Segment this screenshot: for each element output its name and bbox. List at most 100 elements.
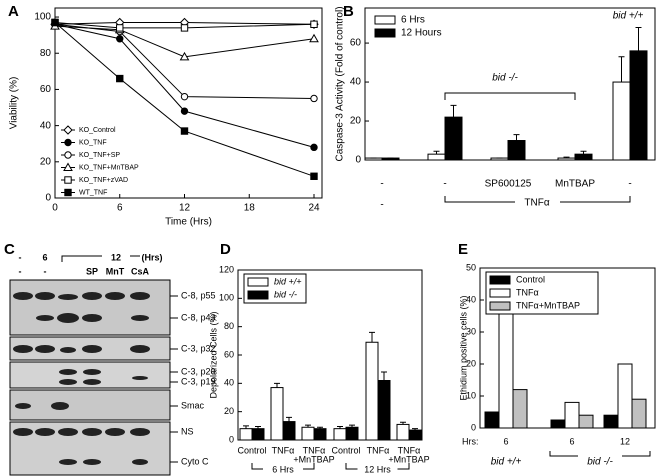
y-axis-label: Viability (%) [9, 77, 20, 130]
legend-label: KO_TNF+zVAD [79, 177, 128, 184]
x-tick-label: MnTBAP [555, 179, 595, 190]
bar [617, 363, 633, 429]
lane-header: - [19, 252, 22, 262]
panel-letter: A [8, 3, 19, 20]
series-line [54, 25, 315, 58]
y-tick-label: 40 [40, 120, 52, 131]
error-bar [317, 426, 323, 429]
data-point [116, 35, 124, 43]
x-tick-label: - [443, 179, 446, 190]
data-point [180, 24, 189, 32]
error-bar [412, 428, 418, 431]
legend-swatch [489, 288, 511, 298]
lane-header: - [44, 266, 47, 276]
lane-header: 6 [42, 252, 47, 262]
legend-label: 6 Hrs [401, 15, 425, 26]
legend-swatch [374, 15, 396, 25]
data-point [180, 92, 189, 101]
x-prefix: Hrs: [462, 436, 479, 446]
error-bar [450, 104, 457, 118]
x-tick-label: SP600125 [485, 179, 532, 190]
legend-label: KO_TNF [79, 139, 107, 146]
bracket [251, 463, 315, 470]
legend-label: WT_TNF [79, 189, 107, 196]
bracket [444, 196, 631, 203]
y-tick-label: 60 [224, 349, 234, 359]
x-tick-label: 18 [244, 203, 256, 214]
lane-header: SP [86, 266, 98, 276]
bar [239, 428, 253, 441]
y-tick-label: 0 [229, 434, 234, 444]
bar [444, 116, 463, 161]
y-tick-label: 60 [350, 38, 362, 49]
data-point [310, 143, 318, 152]
legend-label: 12 Hours [401, 28, 442, 39]
x-tick-label: 6 [117, 203, 123, 214]
bar [550, 419, 566, 429]
bar [251, 428, 265, 441]
legend-swatch [374, 28, 396, 38]
bar [629, 50, 648, 161]
error-bar [381, 371, 387, 381]
series-line [54, 23, 315, 99]
error-bar [580, 150, 587, 155]
lane-header: CsA [131, 266, 150, 276]
bar [631, 398, 647, 429]
bar [301, 426, 315, 441]
series-line [54, 21, 315, 25]
error-bar [635, 26, 642, 51]
legend-label: KO_Control [79, 127, 116, 134]
data-point [51, 18, 59, 27]
y-tick-label: 100 [34, 12, 51, 23]
series-line [54, 21, 315, 29]
bar [578, 414, 594, 429]
bar [313, 428, 327, 441]
legend-swatch [247, 290, 269, 300]
legend-label: KO_TNF+SP [79, 152, 120, 159]
error-bar [433, 150, 440, 155]
y-tick-label: 0 [471, 422, 476, 432]
plot-frame [54, 7, 323, 199]
data-point [309, 33, 319, 43]
group-label: 12 Hrs [364, 464, 391, 474]
lane-header: - [19, 266, 22, 276]
y-tick-label: 80 [224, 321, 234, 331]
bar [557, 157, 576, 161]
band-label: Cyto C [181, 456, 209, 466]
legend-swatch [247, 277, 269, 287]
data-point [180, 107, 189, 115]
bracket [549, 451, 651, 457]
x-tick-label: Control [331, 445, 360, 455]
x-tick-label: +MnTBAP [388, 454, 429, 464]
x-tick-label: TNFα [303, 445, 326, 455]
lane-header: 12 [111, 252, 121, 262]
bracket [444, 92, 576, 100]
data-point [179, 51, 190, 61]
bar [564, 401, 580, 429]
error-bar [513, 134, 520, 141]
bar [333, 428, 347, 441]
band-label: Smac [181, 400, 205, 410]
group-label: 6 Hrs [272, 464, 294, 474]
legend-label: bid +/+ [274, 276, 302, 286]
bar [345, 426, 359, 441]
y-tick-label: 0 [355, 155, 361, 166]
x-tick-label: TNFα [272, 445, 295, 455]
y-tick-label: 10 [466, 390, 476, 400]
legend-marker [64, 188, 72, 197]
band-label: C-3, p20 [181, 366, 216, 376]
annotation: bid +/+ [613, 11, 644, 22]
legend-swatch [489, 275, 511, 285]
bar [396, 423, 410, 441]
y-tick-label: 40 [350, 77, 362, 88]
error-bar [349, 424, 355, 428]
x-tick-label: 6 [503, 436, 508, 446]
bar [507, 140, 526, 161]
y-tick-label: 80 [40, 48, 52, 59]
bar [603, 414, 619, 429]
band-label: C-8, p43 [181, 312, 216, 322]
bar [512, 389, 528, 429]
y-axis-label: Ethidium positive cells (%) [458, 295, 468, 400]
bar [270, 387, 284, 441]
